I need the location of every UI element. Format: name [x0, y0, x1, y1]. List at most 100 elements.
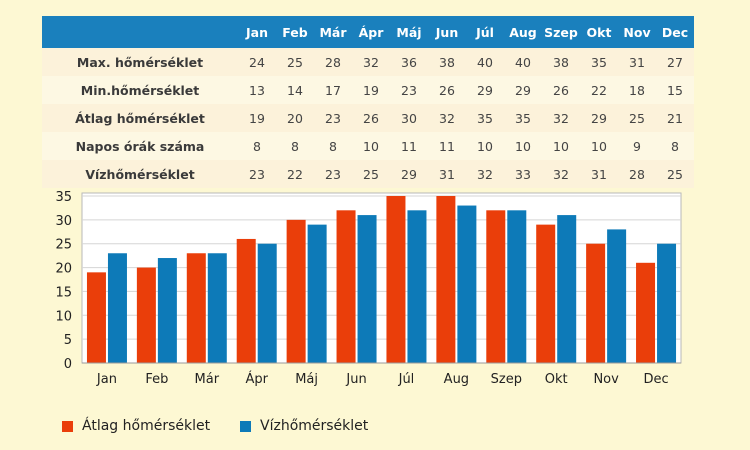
x-tick-label: Jun — [345, 372, 366, 387]
table-header-month: Nov — [618, 16, 656, 48]
x-tick-label: Nov — [593, 372, 619, 387]
row-label: Átlag hőmérséklet — [42, 104, 238, 132]
table-cell: 30 — [390, 104, 428, 132]
table-cell: 36 — [390, 48, 428, 76]
bar-water-temperature — [107, 253, 127, 363]
table-cell: 15 — [656, 76, 694, 104]
table-cell: 25 — [276, 48, 314, 76]
table-cell: 40 — [504, 48, 542, 76]
bar-avg-temperature — [86, 272, 106, 363]
y-tick-label: 20 — [55, 262, 72, 277]
row-label: Max. hőmérséklet — [42, 48, 238, 76]
legend-label-water: Vízhőmérséklet — [260, 418, 369, 434]
x-tick-label: Szep — [491, 372, 522, 387]
table-cell: 11 — [390, 132, 428, 160]
bar-water-temperature — [657, 243, 677, 363]
bar-water-temperature — [457, 205, 477, 363]
table-header-month: Júl — [466, 16, 504, 48]
table-cell: 32 — [542, 160, 580, 188]
bar-avg-temperature — [436, 196, 456, 363]
table-cell: 40 — [466, 48, 504, 76]
y-tick-label: 30 — [55, 214, 72, 229]
x-tick-label: Máj — [295, 372, 318, 387]
y-tick-label: 5 — [64, 333, 72, 348]
table-cell: 23 — [314, 160, 352, 188]
table-cell: 26 — [352, 104, 390, 132]
bar-avg-temperature — [536, 224, 556, 363]
table-cell: 24 — [238, 48, 276, 76]
table-cell: 33 — [504, 160, 542, 188]
table-cell: 21 — [656, 104, 694, 132]
table-cell: 23 — [314, 104, 352, 132]
table-header-month: Már — [314, 16, 352, 48]
y-tick-label: 10 — [55, 309, 72, 324]
bar-water-temperature — [557, 215, 577, 363]
table-cell: 27 — [656, 48, 694, 76]
table-row: Átlag hőmérséklet 19 20 23 26 30 32 35 35 32 29 25 2… — [42, 104, 694, 132]
table-header-month: Jan — [238, 16, 276, 48]
table-cell: 10 — [504, 132, 542, 160]
table-header-corner — [42, 16, 238, 48]
table-cell: 25 — [618, 104, 656, 132]
bar-water-temperature — [507, 210, 527, 363]
bar-avg-temperature — [186, 253, 206, 363]
table-cell: 8 — [656, 132, 694, 160]
table-cell: 10 — [580, 132, 618, 160]
bar-avg-temperature — [386, 196, 406, 363]
table-header-month: Feb — [276, 16, 314, 48]
table-row: Vízhőmérséklet 23 22 23 25 29 31 32 33 32 31 28 25 — [42, 160, 694, 188]
x-tick-label: Aug — [444, 372, 469, 387]
table-header-month: Dec — [656, 16, 694, 48]
table-header-month: Jun — [428, 16, 466, 48]
table-cell: 31 — [618, 48, 656, 76]
table-row: Max. hőmérséklet 24 25 28 32 36 38 40 40 38 35 31 27 — [42, 48, 694, 76]
legend-item-water: Vízhőmérséklet — [240, 416, 368, 436]
table-cell: 25 — [352, 160, 390, 188]
table-cell: 8 — [314, 132, 352, 160]
table-cell: 23 — [238, 160, 276, 188]
table-cell: 8 — [276, 132, 314, 160]
bar-water-temperature — [257, 243, 277, 363]
bar-water-temperature — [207, 253, 227, 363]
table-cell: 32 — [428, 104, 466, 132]
table-cell: 35 — [504, 104, 542, 132]
x-tick-label: Ápr — [245, 371, 268, 387]
x-tick-label: Okt — [545, 372, 568, 387]
y-tick-label: 35 — [55, 190, 72, 205]
table-cell: 10 — [352, 132, 390, 160]
legend-swatch-water — [240, 420, 251, 432]
legend-swatch-avg — [62, 420, 73, 432]
table-cell: 23 — [390, 76, 428, 104]
table-cell: 8 — [238, 132, 276, 160]
table-header-month: Aug — [504, 16, 542, 48]
temperature-bar-chart: 0 5 10 15 20 25 30 35 Jan Feb Már Ápr Máj Jun Júl Aug Sz… — [55, 190, 682, 387]
bar-water-temperature — [157, 258, 177, 363]
table-cell: 28 — [314, 48, 352, 76]
table-cell: 22 — [580, 76, 618, 104]
x-tick-label: Feb — [145, 372, 168, 387]
x-tick-label: Dec — [643, 372, 668, 387]
row-label: Napos órák száma — [42, 132, 238, 160]
plot-area — [81, 192, 682, 364]
table-header-month: Máj — [390, 16, 428, 48]
table-cell: 32 — [466, 160, 504, 188]
table-header-row: Jan Feb Már Ápr Máj Jun Júl Aug Szep Okt Nov Dec — [42, 16, 694, 48]
table-cell: 11 — [428, 132, 466, 160]
table-cell: 38 — [542, 48, 580, 76]
x-tick-label: Már — [195, 372, 220, 387]
y-tick-label: 0 — [64, 357, 72, 372]
bar-avg-temperature — [636, 262, 656, 363]
table-cell: 14 — [276, 76, 314, 104]
bar-water-temperature — [407, 210, 427, 363]
table-cell: 35 — [580, 48, 618, 76]
table-header-month: Okt — [580, 16, 618, 48]
table-cell: 29 — [580, 104, 618, 132]
table-header-month: Szep — [542, 16, 580, 48]
table-cell: 25 — [656, 160, 694, 188]
table-cell: 29 — [466, 76, 504, 104]
table-cell: 22 — [276, 160, 314, 188]
bar-water-temperature — [307, 224, 327, 363]
table-body: Max. hőmérséklet 24 25 28 32 36 38 40 40 38 35 31 27… — [42, 48, 694, 188]
table-cell: 38 — [428, 48, 466, 76]
table-cell: 32 — [542, 104, 580, 132]
